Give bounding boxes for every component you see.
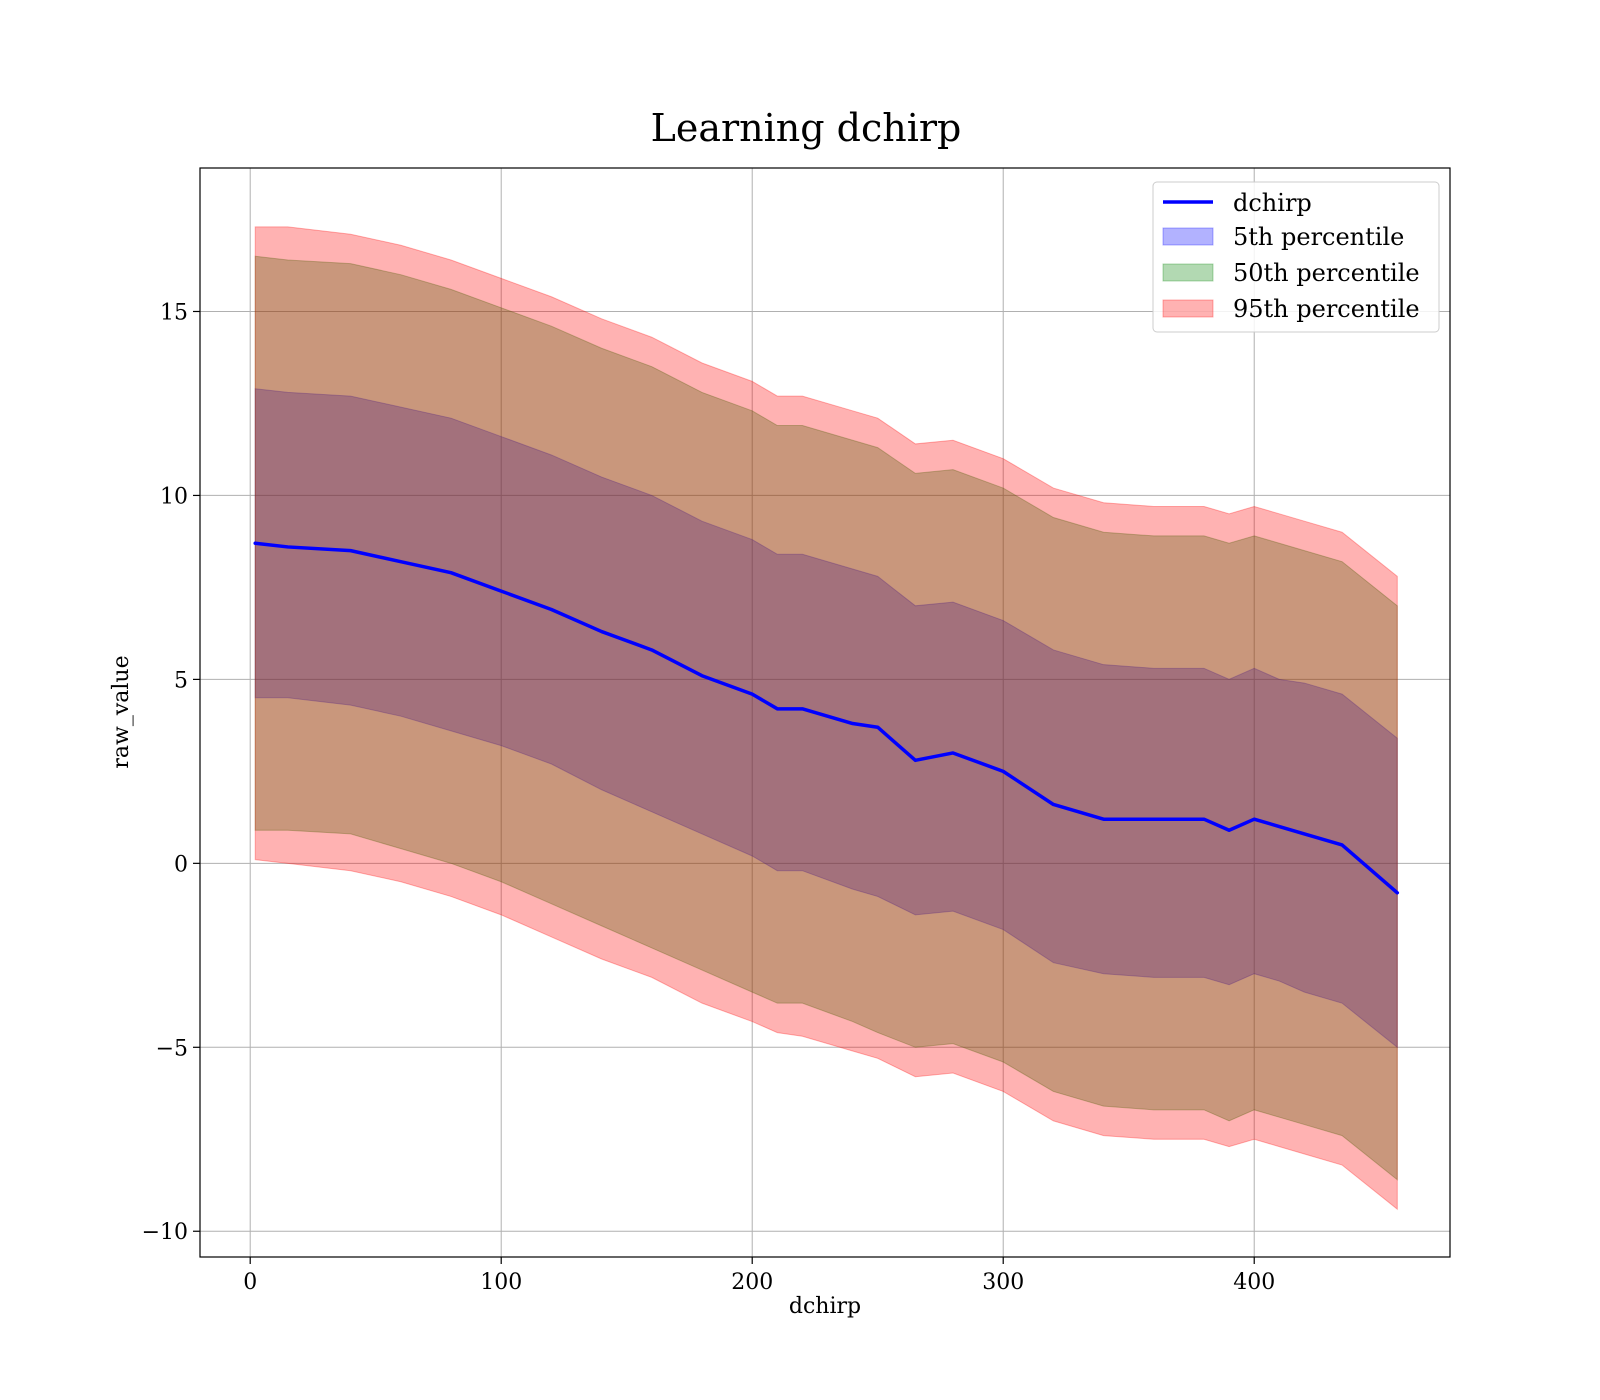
grid xyxy=(200,168,1450,1257)
y-tick-label: 0 xyxy=(174,852,188,877)
legend-swatch-50th xyxy=(1162,263,1214,282)
legend-label-5th: 5th percentile xyxy=(1233,223,1404,251)
x-tick-label: 200 xyxy=(731,1270,773,1295)
legend-label-95th: 95th percentile xyxy=(1233,295,1420,323)
line-series xyxy=(253,541,1400,895)
band-5th-percentile xyxy=(254,388,1398,1049)
band-50th-percentile xyxy=(254,255,1398,1181)
legend-swatch-5th xyxy=(1162,227,1214,246)
chart-title: Learning dchirp xyxy=(651,106,962,150)
y-axis-label: raw_value xyxy=(109,655,134,768)
legend-box xyxy=(1152,181,1440,333)
line-dchirp xyxy=(253,541,1400,895)
plot-frame xyxy=(199,167,1451,1258)
legend: dchirp 5th percentile 50th percentile 95… xyxy=(1152,181,1440,333)
legend-label-dchirp: dchirp xyxy=(1233,189,1312,217)
y-tick-label: 15 xyxy=(160,300,188,325)
band-95th-percentile xyxy=(254,226,1398,1211)
y-tick-label: 10 xyxy=(160,484,188,509)
percentile-bands xyxy=(254,226,1398,1211)
x-tick-label: 400 xyxy=(1233,1270,1275,1295)
y-tick-label: 5 xyxy=(174,668,188,693)
legend-swatch-95th xyxy=(1162,299,1214,318)
x-tick-label: 100 xyxy=(480,1270,522,1295)
x-tick-label: 300 xyxy=(982,1270,1024,1295)
y-tick-label: −10 xyxy=(142,1220,188,1245)
x-axis-label: dchirp xyxy=(789,1294,861,1319)
y-tick-label: −5 xyxy=(156,1036,188,1061)
x-tick-label: 0 xyxy=(243,1270,257,1295)
legend-label-50th: 50th percentile xyxy=(1233,259,1420,287)
axis-ticks: 0 100 200 300 400 −10 −5 0 5 10 15 xyxy=(142,300,1276,1295)
